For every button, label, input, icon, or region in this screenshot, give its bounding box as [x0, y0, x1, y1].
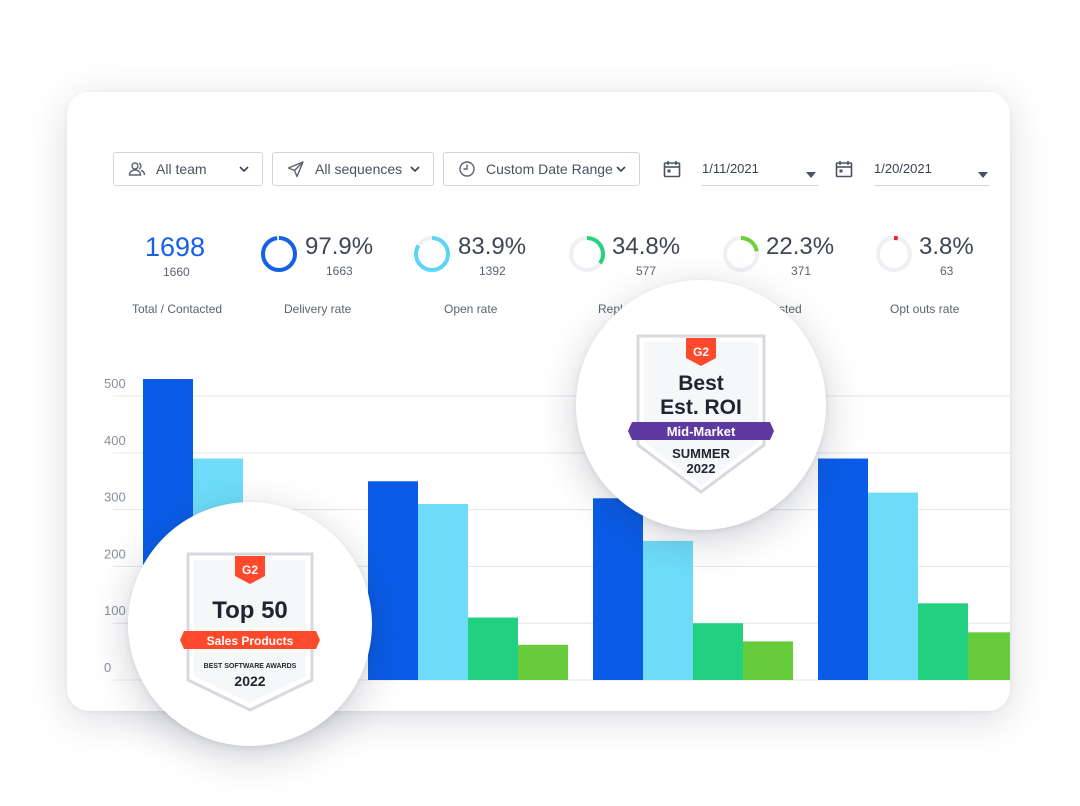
- roi-headline-2: Est. ROI: [660, 396, 742, 419]
- top50-year: 2022: [234, 673, 265, 689]
- roi-season: SUMMER: [672, 446, 730, 461]
- y-tick-label: 500: [104, 376, 126, 391]
- bar: [868, 492, 918, 680]
- end-date-field[interactable]: 1/20/2021: [874, 152, 990, 186]
- optout-ring: [876, 236, 912, 272]
- metric-interested-count: 371: [791, 264, 812, 278]
- metric-delivery-label: Delivery rate: [284, 302, 352, 316]
- metric-open-value: 83.9%: [458, 233, 527, 260]
- bar: [818, 458, 868, 680]
- start-date-picker[interactable]: 1/11/2021: [662, 152, 822, 186]
- metric-delivery: 97.9% 1663: [259, 230, 389, 330]
- g2-brand-text: G2: [242, 563, 258, 577]
- open-ring: [414, 236, 450, 272]
- date-range-dropdown[interactable]: Custom Date Range: [443, 152, 640, 186]
- metric-reply-value: 34.8%: [612, 233, 681, 260]
- metric-optout-label: Opt outs rate: [890, 302, 960, 316]
- bar: [968, 632, 1010, 680]
- team-filter-label: All team: [156, 161, 207, 177]
- metric-open-label: Open rate: [444, 302, 498, 316]
- roi-ribbon-text: Mid-Market: [667, 424, 736, 439]
- ring-progress: [569, 236, 605, 272]
- metric-optout: 3.8% 63: [874, 230, 994, 330]
- y-tick-label: 200: [104, 546, 126, 561]
- sequences-filter-dropdown[interactable]: All sequences: [272, 152, 434, 186]
- g2-logo-icon: [235, 556, 265, 584]
- clock-icon: [458, 160, 476, 178]
- g2-roi-badge-circle: G2 Best Est. ROI Mid-Market SUMMER 2022: [576, 280, 826, 530]
- caret-down-icon: [806, 166, 816, 178]
- top50-headline: Top 50: [212, 597, 288, 624]
- send-icon: [287, 160, 305, 178]
- metric-optout-count: 63: [940, 264, 954, 278]
- g2-roi-badge: G2 Best Est. ROI Mid-Market SUMMER 2022: [628, 334, 774, 494]
- ring-progress: [414, 236, 450, 272]
- calendar-icon[interactable]: [834, 159, 854, 179]
- bar: [643, 540, 693, 680]
- top50-ribbon-text: Sales Products: [207, 634, 294, 648]
- y-tick-label: 300: [104, 490, 126, 505]
- metric-delivery-value: 97.9%: [305, 233, 374, 260]
- ring-progress: [723, 236, 759, 272]
- date-range-label: Custom Date Range: [486, 161, 613, 177]
- g2-brand-text: G2: [693, 345, 709, 359]
- caret-down-icon: [978, 166, 988, 178]
- metric-total-value: 1698: [145, 232, 206, 262]
- start-date-field[interactable]: 1/11/2021: [702, 152, 818, 186]
- bar: [593, 498, 643, 680]
- bar: [743, 641, 793, 680]
- ring-progress: [876, 236, 912, 272]
- roi-headline-1: Best: [678, 372, 724, 395]
- g2-logo-icon: [686, 338, 716, 366]
- metric-optout-value: 3.8%: [919, 233, 974, 260]
- calendar-icon[interactable]: [662, 159, 682, 179]
- ring-track: [876, 236, 912, 272]
- metric-total-count: 1660: [163, 265, 190, 279]
- end-date-value: 1/20/2021: [874, 161, 932, 176]
- reply-ring: [569, 236, 605, 272]
- top50-subtitle: BEST SOFTWARE AWARDS: [204, 663, 297, 670]
- metric-reply: 34.8% 577: [567, 230, 697, 330]
- end-date-picker[interactable]: 1/20/2021: [834, 152, 994, 186]
- delivery-ring: [261, 236, 297, 272]
- interested-ring: [723, 236, 759, 272]
- y-tick-label: 400: [104, 433, 126, 448]
- chevron-down-icon: [615, 163, 627, 175]
- chevron-down-icon: [409, 163, 421, 175]
- metric-interested: 22.3% 371: [721, 230, 851, 330]
- bar: [918, 603, 968, 680]
- metric-delivery-count: 1663: [326, 264, 353, 278]
- metric-open: 83.9% 1392: [412, 230, 542, 330]
- metric-open-count: 1392: [479, 264, 506, 278]
- y-tick-label: 0: [104, 660, 111, 675]
- g2-top50-badge-circle: G2 Top 50 Sales Products BEST SOFTWARE A…: [128, 502, 372, 746]
- team-filter-dropdown[interactable]: All team: [113, 152, 263, 186]
- roi-year: 2022: [687, 461, 716, 476]
- metric-total: 1698 1660: [145, 230, 255, 330]
- metric-reply-count: 577: [636, 264, 657, 278]
- bar: [418, 503, 468, 680]
- metric-total-label: Total / Contacted: [132, 302, 223, 316]
- sequences-filter-label: All sequences: [315, 161, 403, 177]
- bar: [693, 623, 743, 680]
- bar: [368, 481, 418, 680]
- start-date-value: 1/11/2021: [702, 161, 759, 176]
- ring-progress: [261, 236, 297, 272]
- metric-interested-value: 22.3%: [766, 233, 835, 260]
- bar-chart: 0 100 200 300 400 500: [104, 376, 1010, 681]
- chevron-down-icon: [238, 163, 250, 175]
- roi-ribbon: [628, 422, 774, 440]
- users-icon: [128, 160, 146, 178]
- top50-ribbon: [180, 631, 320, 649]
- bar: [468, 617, 518, 680]
- bar: [518, 644, 568, 680]
- g2-top50-badge: G2 Top 50 Sales Products BEST SOFTWARE A…: [180, 552, 320, 712]
- y-tick-label: 100: [104, 603, 126, 618]
